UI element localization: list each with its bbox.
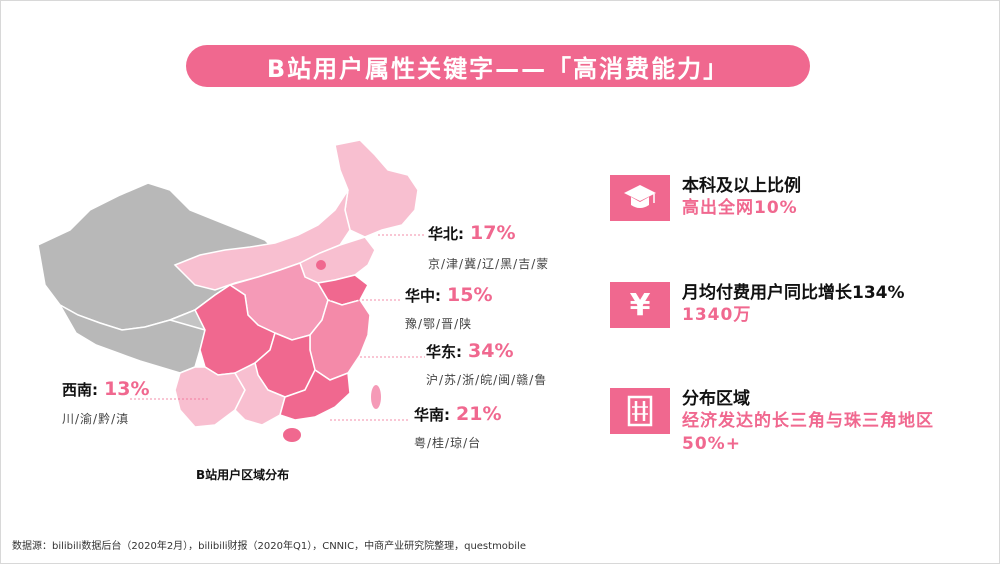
stat-education: 本科及以上比例 高出全网10% (610, 175, 801, 221)
region-label-central: 华中: 15% (405, 284, 492, 306)
map-region-hainan (283, 428, 301, 442)
region-pct: 34% (468, 340, 514, 362)
building-icon (610, 388, 670, 434)
region-label-south: 华南: 21% (414, 403, 501, 425)
region-pct: 13% (104, 378, 150, 400)
map-marker-beijing (316, 260, 326, 270)
stat-paying-users: ¥ 月均付费用户同比增长134% 1340万 (610, 282, 905, 328)
title-banner: B站用户属性关键字——「高消费能力」 (186, 45, 810, 87)
region-name: 华东: (426, 343, 462, 361)
map-region-guangdong (279, 368, 351, 421)
stat-heading: 月均付费用户同比增长134% (682, 283, 905, 303)
stat-heading: 本科及以上比例 (682, 176, 801, 196)
region-pct: 17% (470, 222, 516, 244)
stat-value: 1340万 (682, 305, 752, 325)
region-name: 华南: (414, 406, 450, 424)
region-name: 华中: (405, 287, 441, 305)
data-source-note: 数据源：bilibili数据后台（2020年2月），bilibili财报（202… (12, 541, 526, 552)
china-map (37, 139, 425, 442)
region-label-east: 华东: 34% (426, 340, 513, 362)
region-pct: 21% (456, 403, 502, 425)
region-label-north: 华北: 17% (428, 222, 515, 244)
map-region-taiwan (371, 385, 381, 409)
region-provinces-north: 京/津/冀/辽/黑/吉/蒙 (428, 257, 550, 271)
map-caption: B站用户区域分布 (196, 468, 290, 482)
region-provinces-east: 沪/苏/浙/皖/闽/赣/鲁 (426, 373, 548, 387)
page-title: B站用户属性关键字——「高消费能力」 (266, 54, 730, 83)
region-name: 华北: (428, 225, 464, 243)
stat-value: 经济发达的长三角与珠三角地区50%+ (682, 411, 934, 454)
region-provinces-central: 豫/鄂/晋/陕 (405, 317, 473, 331)
region-provinces-south: 粤/桂/琼/台 (414, 436, 482, 450)
region-label-southwest: 西南: 13% (62, 378, 149, 400)
stat-distribution: 分布区域 经济发达的长三角与珠三角地区50%+ (610, 388, 972, 456)
yen-icon: ¥ (610, 282, 670, 328)
region-provinces-southwest: 川/渝/黔/滇 (62, 412, 130, 426)
map-region-yunnan (174, 366, 246, 428)
region-pct: 15% (447, 284, 493, 306)
stat-heading: 分布区域 (682, 389, 750, 409)
region-name: 西南: (62, 381, 98, 399)
stat-value: 高出全网10% (682, 198, 798, 218)
graduation-cap-icon (610, 175, 670, 221)
